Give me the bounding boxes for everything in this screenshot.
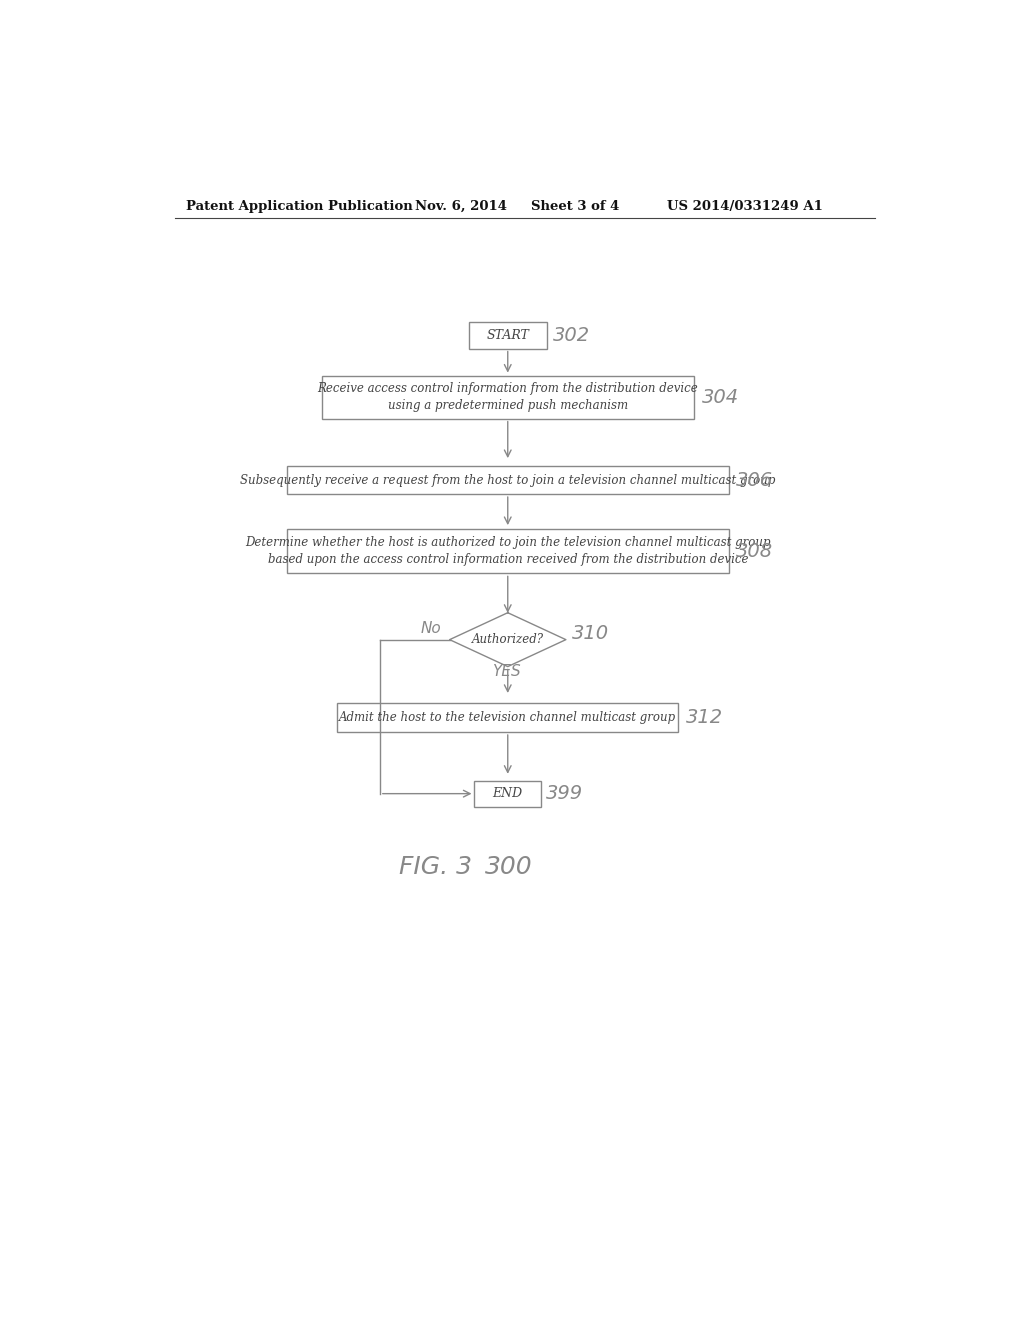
Text: 308: 308	[736, 541, 773, 561]
Text: 312: 312	[686, 708, 723, 727]
Text: 306: 306	[736, 471, 773, 490]
FancyBboxPatch shape	[287, 529, 729, 573]
Text: Receive access control information from the distribution device
using a predeter: Receive access control information from …	[317, 381, 698, 412]
Text: Patent Application Publication: Patent Application Publication	[186, 199, 413, 213]
Text: 300: 300	[484, 855, 532, 879]
Text: 399: 399	[546, 784, 583, 803]
Text: Subsequently receive a request from the host to join a television channel multic: Subsequently receive a request from the …	[240, 474, 775, 487]
Text: START: START	[486, 329, 529, 342]
FancyBboxPatch shape	[469, 322, 547, 348]
FancyBboxPatch shape	[287, 466, 729, 494]
Text: Authorized?: Authorized?	[472, 634, 544, 647]
Text: Nov. 6, 2014: Nov. 6, 2014	[415, 199, 507, 213]
FancyBboxPatch shape	[474, 780, 541, 807]
FancyBboxPatch shape	[337, 702, 678, 733]
Text: No: No	[420, 620, 441, 636]
Text: 304: 304	[701, 388, 738, 407]
Text: Determine whether the host is authorized to join the television channel multicas: Determine whether the host is authorized…	[245, 536, 770, 566]
Text: END: END	[493, 787, 523, 800]
FancyBboxPatch shape	[322, 376, 693, 418]
Text: 310: 310	[572, 624, 609, 643]
Text: Admit the host to the television channel multicast group: Admit the host to the television channel…	[339, 711, 676, 723]
Text: Sheet 3 of 4: Sheet 3 of 4	[531, 199, 620, 213]
Text: FIG. 3: FIG. 3	[399, 855, 472, 879]
Text: US 2014/0331249 A1: US 2014/0331249 A1	[667, 199, 822, 213]
Text: YES: YES	[493, 664, 521, 678]
Text: 302: 302	[553, 326, 590, 345]
